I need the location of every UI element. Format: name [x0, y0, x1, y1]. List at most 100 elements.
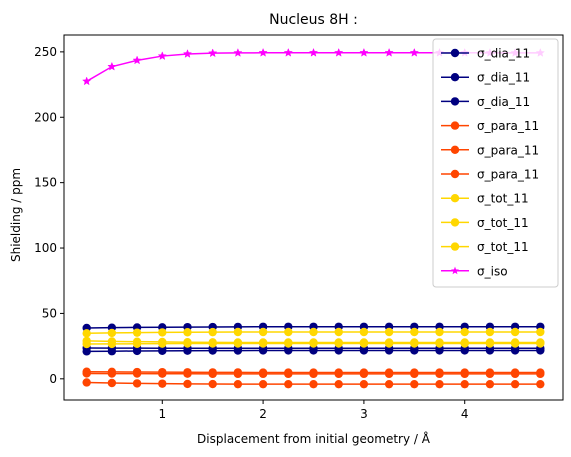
series-5	[82, 378, 545, 389]
data-point	[284, 346, 293, 355]
legend-marker	[450, 73, 460, 82]
data-point	[233, 48, 243, 57]
data-point	[536, 369, 545, 379]
data-point	[410, 327, 419, 337]
legend-marker	[450, 242, 460, 251]
data-point	[132, 379, 142, 388]
legend-entry: σ_dia_11	[441, 47, 530, 61]
legend-label: σ_para_11	[477, 143, 539, 157]
data-point	[359, 369, 369, 379]
data-point	[384, 369, 394, 379]
data-point	[158, 328, 167, 337]
data-point	[107, 328, 117, 338]
data-point	[208, 339, 217, 348]
data-point	[435, 339, 444, 348]
data-point	[158, 379, 167, 388]
data-point	[183, 379, 192, 389]
data-point	[410, 379, 419, 389]
series-2	[82, 346, 545, 356]
data-point	[82, 329, 91, 338]
data-point	[132, 55, 142, 65]
legend-entry: σ_tot_11	[441, 240, 529, 254]
chart-title: Nucleus 8H :	[269, 12, 358, 28]
data-point	[183, 346, 192, 355]
x-tick-label: 1	[158, 407, 166, 421]
legend-entry: σ_tot_11	[441, 216, 529, 230]
data-point	[233, 327, 243, 337]
x-tick-label: 3	[360, 407, 368, 421]
data-point	[284, 369, 293, 379]
data-point	[309, 327, 318, 337]
data-point	[384, 339, 394, 348]
y-tick-label: 0	[49, 372, 57, 386]
series-layer	[82, 47, 545, 389]
x-axis-label: Displacement from initial geometry / Å	[197, 431, 431, 446]
series-8	[82, 339, 545, 349]
data-point	[182, 49, 193, 58]
data-point	[334, 346, 343, 355]
data-point	[309, 346, 318, 355]
legend-marker	[450, 121, 460, 130]
data-point	[334, 379, 343, 389]
data-point	[536, 346, 545, 355]
data-point	[435, 327, 444, 337]
data-point	[107, 339, 117, 349]
data-point	[158, 369, 167, 378]
data-point	[410, 339, 419, 348]
data-point	[258, 369, 268, 379]
data-point	[359, 327, 369, 337]
legend-entry: σ_tot_11	[441, 192, 529, 206]
data-point	[258, 346, 268, 355]
data-point	[359, 379, 369, 389]
data-point	[308, 47, 319, 57]
data-point	[384, 379, 394, 389]
legend-entry: σ_para_11	[441, 119, 539, 133]
data-point	[132, 346, 142, 356]
data-point	[183, 369, 192, 378]
data-point	[183, 339, 192, 348]
data-point	[284, 327, 293, 337]
data-point	[283, 47, 293, 57]
data-point	[460, 346, 469, 355]
y-tick-label: 250	[34, 45, 57, 59]
data-point	[258, 327, 268, 337]
data-point	[384, 346, 394, 355]
data-point	[384, 327, 394, 337]
data-point	[82, 369, 91, 378]
legend-label: σ_dia_11	[477, 95, 530, 109]
legend-entry: σ_iso	[441, 264, 508, 278]
x-axis-ticks: 1 2 3 4	[158, 400, 469, 421]
data-point	[435, 379, 444, 389]
legend-entry: σ_para_11	[441, 143, 539, 157]
y-axis-label: Shielding / ppm	[9, 168, 23, 262]
legend-label: σ_dia_11	[477, 71, 530, 85]
y-tick-label: 200	[34, 110, 57, 124]
data-point	[410, 346, 419, 355]
data-point	[107, 378, 117, 388]
data-point	[460, 339, 469, 348]
x-tick-label: 4	[461, 407, 469, 421]
legend-label: σ_tot_11	[477, 216, 529, 230]
x-tick-label: 2	[259, 407, 267, 421]
data-point	[183, 328, 192, 337]
data-point	[233, 379, 243, 389]
data-point	[510, 339, 520, 348]
data-point	[82, 378, 91, 387]
legend-entry: σ_dia_11	[441, 71, 530, 85]
legend-marker	[450, 48, 460, 58]
legend-label: σ_para_11	[477, 119, 539, 133]
data-point	[284, 339, 293, 348]
data-point	[233, 346, 243, 355]
data-point	[410, 369, 419, 379]
data-point	[334, 369, 343, 379]
legend-marker	[450, 169, 460, 179]
data-point	[208, 369, 217, 379]
data-point	[158, 339, 167, 348]
data-point	[510, 369, 520, 379]
data-point	[485, 327, 495, 337]
data-point	[384, 47, 394, 57]
data-point	[536, 327, 545, 337]
data-point	[460, 369, 469, 379]
data-point	[359, 346, 369, 355]
